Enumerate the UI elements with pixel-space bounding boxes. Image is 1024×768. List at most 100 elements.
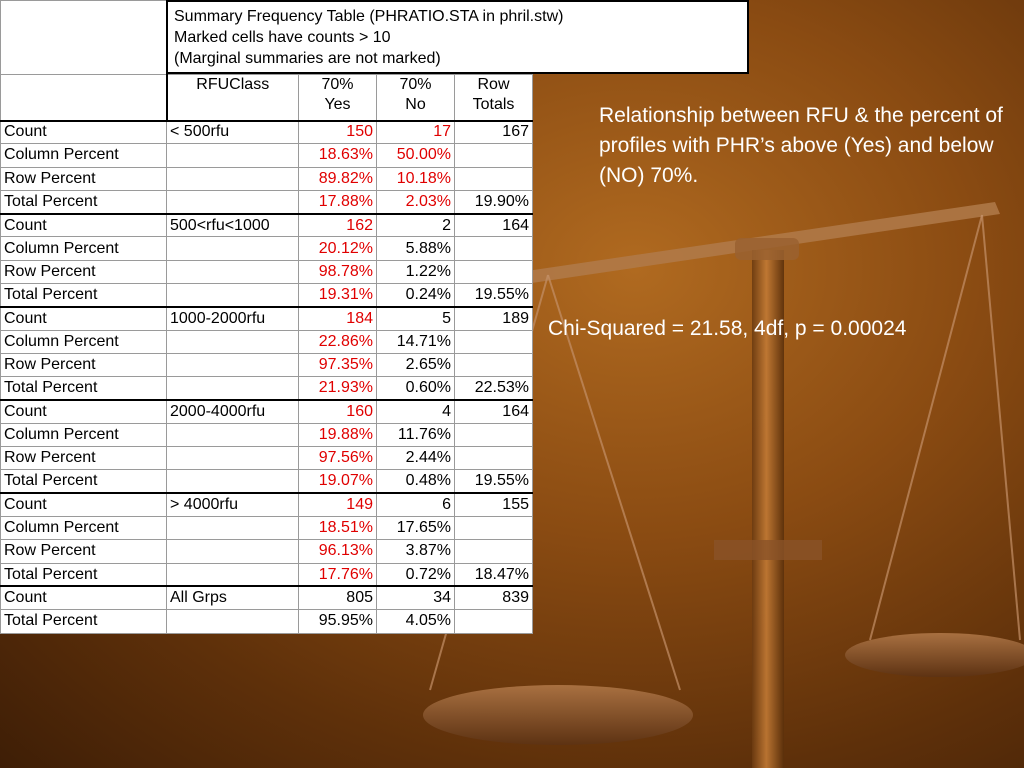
row-label: Count [0,585,167,611]
table-row: Total Percent 19.31% 0.24% 19.55% [0,283,533,308]
yes-value: 17.76% [298,562,377,587]
total-value: 189 [454,305,533,331]
table-row: Row Percent 97.56% 2.44% [0,446,533,471]
group-label [166,259,299,285]
row-label: Total Percent [0,562,167,587]
row-label: Total Percent [0,609,167,634]
table-row: Count 500<rfu<1000 162 2 164 [0,212,533,238]
no-value: 6 [376,492,455,518]
group-label: 2000-4000rfu [166,399,299,424]
yes-value: 18.51% [298,516,377,541]
relationship-annotation: Relationship between RFU & the percent o… [599,104,1003,187]
table-row: Row Percent 97.35% 2.65% [0,352,533,378]
yes-value: 97.56% [298,446,377,471]
total-value [454,259,533,285]
row-label: Count [0,305,167,331]
yes-value: 95.95% [298,609,377,634]
no-value: 0.72% [376,562,455,587]
frequency-table: RFUClass 70% Yes 70% No Row Totals Count < 5… [0,0,533,634]
row-label: Total Percent [0,283,167,308]
table-row: Count All Grps 805 34 839 [0,585,533,611]
corner-cell-2 [0,74,168,121]
no-value: 34 [376,585,455,611]
no-value: 2.65% [376,352,455,378]
chi-squared-annotation: Chi-Squared = 21.58, 4df, p = 0.00024 [548,317,907,340]
total-value [454,166,533,191]
table-row: Total Percent 19.07% 0.48% 19.55% [0,469,533,494]
no-value: 4 [376,399,455,424]
total-value [454,329,533,354]
group-label [166,352,299,378]
group-label [166,469,299,494]
total-value [454,516,533,541]
yes-value: 21.93% [298,376,377,401]
table-row: Total Percent 17.88% 2.03% 19.90% [0,189,533,215]
table-row: Column Percent 20.12% 5.88% [0,236,533,261]
total-value [454,143,533,168]
group-label [166,283,299,308]
row-label: Row Percent [0,259,167,285]
yes-value: 149 [298,492,377,518]
total-value: 18.47% [454,562,533,587]
table-row: Count > 4000rfu 149 6 155 [0,492,533,518]
no-value: 3.87% [376,539,455,564]
group-label [166,236,299,261]
yes-value: 19.07% [298,469,377,494]
total-value: 19.90% [454,189,533,215]
yes-value: 98.78% [298,259,377,285]
table-row: Column Percent 22.86% 14.71% [0,329,533,354]
no-value: 14.71% [376,329,455,354]
no-value: 5.88% [376,236,455,261]
yes-value: 20.12% [298,236,377,261]
no-value: 0.60% [376,376,455,401]
row-label: Total Percent [0,376,167,401]
yes-value: 89.82% [298,166,377,191]
no-value: 0.24% [376,283,455,308]
yes-value: 18.63% [298,143,377,168]
total-value: 19.55% [454,283,533,308]
table-title: Summary Frequency Table (PHRATIO.STA in … [174,8,564,25]
table-row: Count 2000-4000rfu 160 4 164 [0,399,533,424]
group-label [166,329,299,354]
row-label: Row Percent [0,352,167,378]
group-label [166,166,299,191]
table-subtitle: Marked cells have counts > 10 [174,29,391,46]
group-label [166,609,299,634]
yes-value: 805 [298,585,377,611]
group-label [166,143,299,168]
table-row: Row Percent 98.78% 1.22% [0,259,533,285]
no-value: 11.76% [376,422,455,448]
group-label: < 500rfu [166,119,299,145]
table-row: Column Percent 18.63% 50.00% [0,143,533,168]
group-label [166,446,299,471]
table-row: Total Percent 95.95% 4.05% [0,609,533,634]
table-row: Row Percent 89.82% 10.18% [0,166,533,191]
yes-value: 96.13% [298,539,377,564]
no-value: 10.18% [376,166,455,191]
total-value [454,539,533,564]
group-label: 500<rfu<1000 [166,212,299,238]
total-value [454,422,533,448]
group-label [166,539,299,564]
header-row-totals: Row Totals [454,74,533,121]
total-value: 22.53% [454,376,533,401]
table-row: Total Percent 17.76% 0.72% 18.47% [0,562,533,587]
no-value: 2.03% [376,189,455,215]
row-label: Column Percent [0,516,167,541]
table-row: Count 1000-2000rfu 184 5 189 [0,305,533,331]
group-label [166,516,299,541]
row-label: Row Percent [0,166,167,191]
yes-value: 97.35% [298,352,377,378]
group-label [166,562,299,587]
group-label: > 4000rfu [166,492,299,518]
row-label: Column Percent [0,422,167,448]
total-value [454,236,533,261]
group-label [166,189,299,215]
yes-value: 184 [298,305,377,331]
no-value: 2.44% [376,446,455,471]
no-value: 50.00% [376,143,455,168]
total-value [454,446,533,471]
row-label: Count [0,399,167,424]
total-value: 167 [454,119,533,145]
